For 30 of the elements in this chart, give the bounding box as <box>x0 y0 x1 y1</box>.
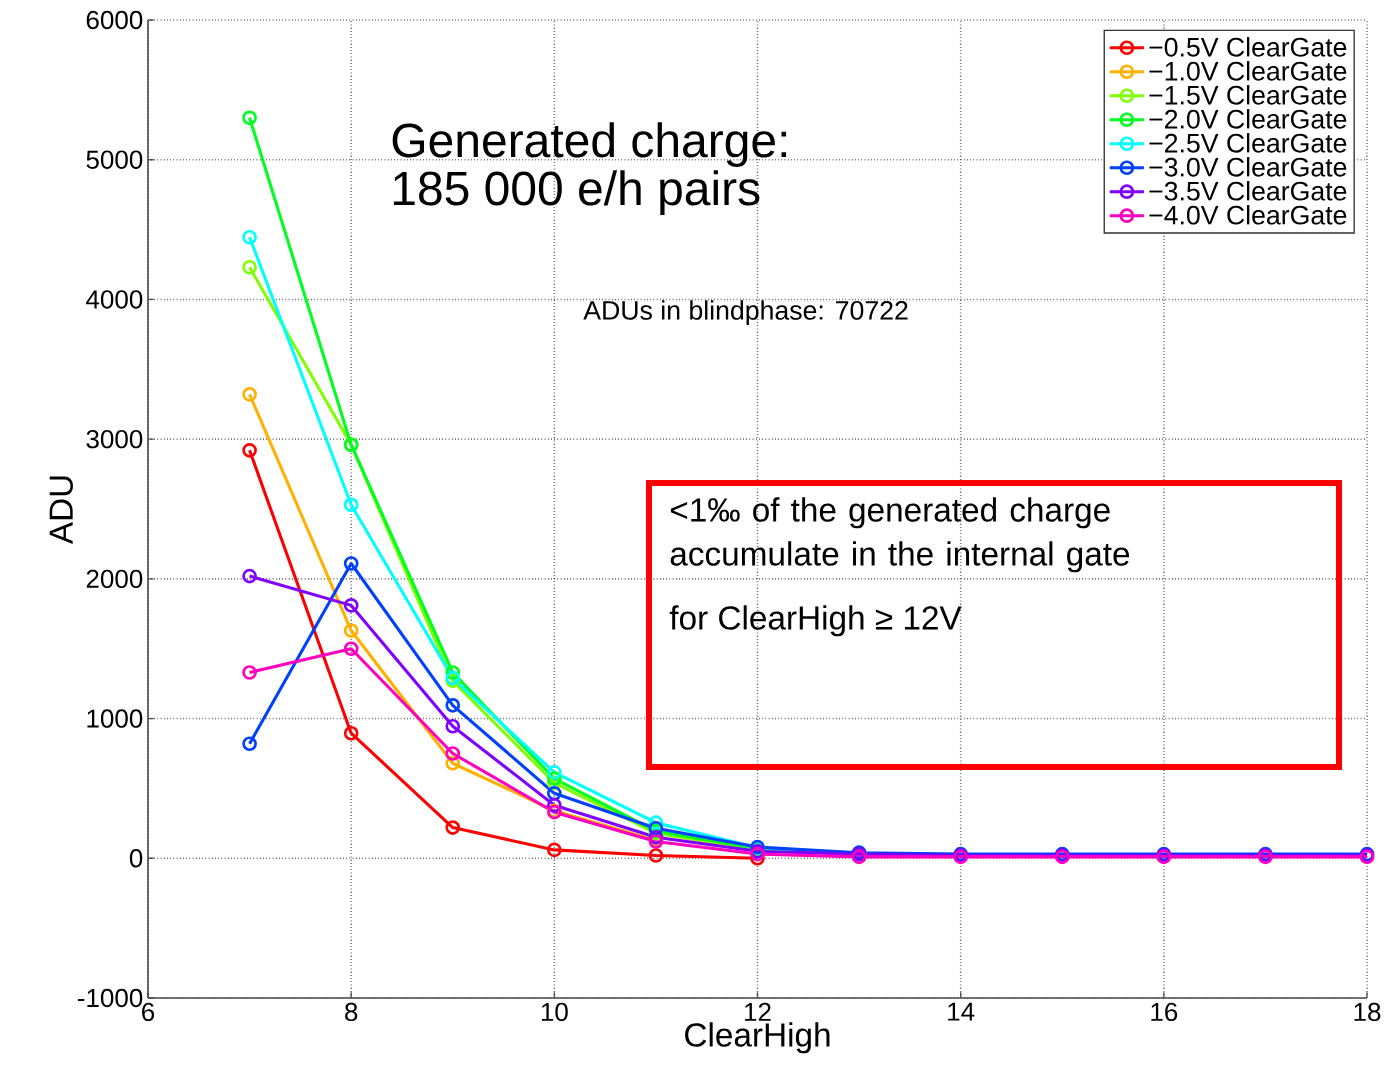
legend-label: −2.5V ClearGate <box>1149 133 1347 153</box>
legend-label: −3.0V ClearGate <box>1149 157 1347 177</box>
y-tick-label: 0 <box>129 849 143 868</box>
legend-label: −1.5V ClearGate <box>1149 85 1347 105</box>
annotation: Generated charge: <box>392 122 787 167</box>
x-tick-label: 16 <box>1151 1002 1178 1022</box>
y-tick-label: 2000 <box>86 569 143 589</box>
y-tick-label: -1000 <box>77 988 143 1008</box>
x-tick-label: 8 <box>345 1002 358 1022</box>
x-tick-label: 18 <box>1354 1002 1381 1022</box>
legend-label: −0.5V ClearGate <box>1149 37 1347 57</box>
legend-label: −2.0V ClearGate <box>1149 109 1347 129</box>
legend-label: −3.5V ClearGate <box>1149 181 1347 201</box>
legend-label: −1.0V ClearGate <box>1149 61 1347 81</box>
x-axis-title: ClearHigh <box>685 1022 830 1054</box>
y-axis-title: ADU <box>49 476 73 545</box>
y-tick-label: 4000 <box>86 290 143 309</box>
y-tick-label: 1000 <box>87 709 143 728</box>
y-tick-label: 3000 <box>86 429 143 449</box>
y-tick-label: 6000 <box>86 10 143 30</box>
annotation: for ClearHigh ≥ 12V <box>669 605 962 637</box>
annotation: ADUs in blindphase: 70722 <box>583 300 908 326</box>
x-tick-label: 10 <box>541 1002 568 1022</box>
legend-label: −4.0V ClearGate <box>1149 205 1347 225</box>
y-tick-label: 5000 <box>86 150 143 169</box>
annotation: 185 000 e/h pairs <box>393 170 760 215</box>
annotation: <1‰ of the generated charge accumulate in the internal gate <box>670 497 1130 573</box>
x-tick-label: 14 <box>948 1002 975 1021</box>
x-tick-label: 12 <box>745 1002 771 1021</box>
x-tick-label: 6 <box>142 1002 155 1022</box>
